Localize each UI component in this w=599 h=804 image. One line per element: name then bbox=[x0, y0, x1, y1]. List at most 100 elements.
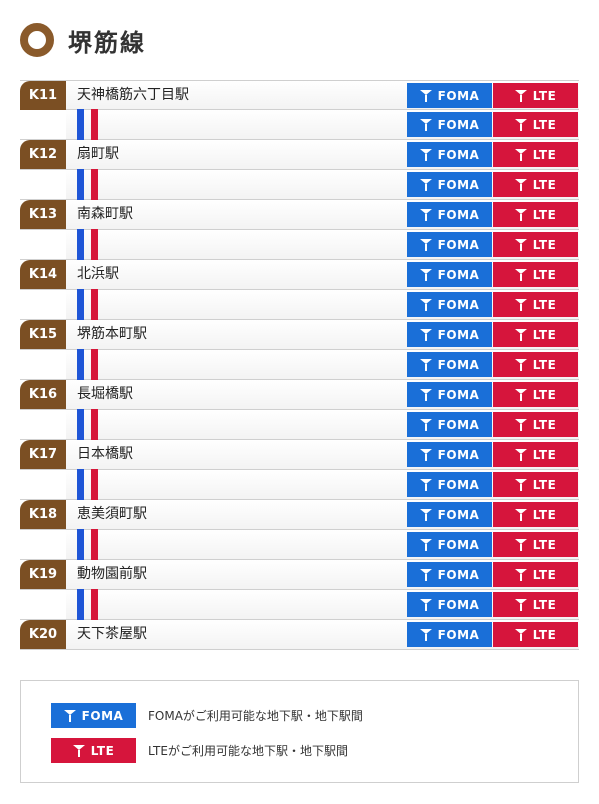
antenna-icon bbox=[514, 238, 527, 251]
foma-rail bbox=[77, 169, 84, 200]
foma-rail bbox=[77, 589, 84, 620]
lte-rail bbox=[91, 349, 98, 380]
lte-badge: LTE bbox=[493, 292, 578, 317]
antenna-icon bbox=[419, 178, 432, 191]
badge-label: LTE bbox=[532, 117, 557, 132]
lte-badge: LTE bbox=[493, 202, 578, 227]
foma-badge: FOMA bbox=[51, 703, 136, 728]
foma-badge: FOMA bbox=[407, 322, 492, 347]
antenna-icon bbox=[419, 208, 432, 221]
badge-label: FOMA bbox=[437, 477, 480, 492]
badge-label: LTE bbox=[90, 743, 115, 758]
foma-badge: FOMA bbox=[407, 83, 492, 108]
badge-label: FOMA bbox=[437, 507, 480, 522]
station-code: K19 bbox=[20, 560, 66, 589]
lte-badge: LTE bbox=[493, 382, 578, 407]
line-title: 堺筋線 bbox=[68, 28, 146, 57]
antenna-icon bbox=[514, 538, 527, 551]
badge-label: LTE bbox=[532, 327, 557, 342]
station-code: K13 bbox=[20, 200, 66, 229]
lte-rail bbox=[91, 169, 98, 200]
antenna-icon bbox=[419, 268, 432, 281]
badge-label: FOMA bbox=[437, 447, 480, 462]
badge-label: LTE bbox=[532, 237, 557, 252]
badge-label: FOMA bbox=[81, 708, 124, 723]
segment-row: FOMA LTE bbox=[20, 169, 579, 200]
lte-rail bbox=[91, 589, 98, 620]
badge-label: LTE bbox=[532, 147, 557, 162]
foma-badge: FOMA bbox=[407, 592, 492, 617]
foma-rail bbox=[77, 529, 84, 560]
station-code: K16 bbox=[20, 380, 66, 409]
lte-badge: LTE bbox=[493, 83, 578, 108]
lte-badge: LTE bbox=[493, 532, 578, 557]
station-name: 長堀橋駅 bbox=[77, 386, 133, 402]
antenna-icon bbox=[419, 478, 432, 491]
station-code: K17 bbox=[20, 440, 66, 469]
segment-row: FOMA LTE bbox=[20, 349, 579, 380]
antenna-icon bbox=[419, 298, 432, 311]
badge-label: FOMA bbox=[437, 147, 480, 162]
foma-rail bbox=[77, 229, 84, 260]
legend-foma-text: FOMAがご利用可能な地下駅・地下駅間 bbox=[148, 709, 363, 723]
lte-badge: LTE bbox=[493, 322, 578, 347]
antenna-icon bbox=[514, 508, 527, 521]
antenna-icon bbox=[514, 388, 527, 401]
badge-label: LTE bbox=[532, 627, 557, 642]
station-row: K12 扇町駅 FOMA LTE bbox=[20, 140, 579, 170]
badge-label: LTE bbox=[532, 267, 557, 282]
station-name: 北浜駅 bbox=[77, 266, 119, 282]
badge-label: FOMA bbox=[437, 207, 480, 222]
station-code: K12 bbox=[20, 140, 66, 169]
foma-rail bbox=[77, 349, 84, 380]
badge-label: LTE bbox=[532, 357, 557, 372]
station-name: 天神橋筋六丁目駅 bbox=[77, 87, 189, 103]
station-code: K18 bbox=[20, 500, 66, 529]
antenna-icon bbox=[514, 178, 527, 191]
badge-label: FOMA bbox=[437, 267, 480, 282]
antenna-icon bbox=[419, 118, 432, 131]
station-row: K19 動物園前駅 FOMA LTE bbox=[20, 560, 579, 590]
lte-badge: LTE bbox=[493, 592, 578, 617]
badge-label: LTE bbox=[532, 537, 557, 552]
badge-label: LTE bbox=[532, 387, 557, 402]
lte-badge: LTE bbox=[493, 562, 578, 587]
legend-foma: FOMA FOMAがご利用可能な地下駅・地下駅間 bbox=[51, 703, 363, 728]
badge-label: LTE bbox=[532, 417, 557, 432]
station-row: K17 日本橋駅 FOMA LTE bbox=[20, 440, 579, 470]
lte-badge: LTE bbox=[493, 502, 578, 527]
antenna-icon bbox=[514, 298, 527, 311]
station-code: K14 bbox=[20, 260, 66, 289]
antenna-icon bbox=[514, 478, 527, 491]
lte-badge: LTE bbox=[493, 352, 578, 377]
segment-row: FOMA LTE bbox=[20, 469, 579, 500]
antenna-icon bbox=[514, 598, 527, 611]
badge-label: FOMA bbox=[437, 627, 480, 642]
badge-label: FOMA bbox=[437, 327, 480, 342]
antenna-icon bbox=[514, 208, 527, 221]
station-name: 動物園前駅 bbox=[77, 566, 147, 582]
lte-badge: LTE bbox=[51, 738, 136, 763]
lte-badge: LTE bbox=[493, 412, 578, 437]
antenna-icon bbox=[419, 358, 432, 371]
badge-label: FOMA bbox=[437, 357, 480, 372]
antenna-icon bbox=[514, 148, 527, 161]
station-row: K15 堺筋本町駅 FOMA LTE bbox=[20, 320, 579, 350]
badge-label: LTE bbox=[532, 297, 557, 312]
antenna-icon bbox=[514, 328, 527, 341]
badge-label: FOMA bbox=[437, 117, 480, 132]
badge-label: FOMA bbox=[437, 237, 480, 252]
station-row: K13 南森町駅 FOMA LTE bbox=[20, 200, 579, 230]
lte-rail bbox=[91, 409, 98, 440]
antenna-icon bbox=[419, 148, 432, 161]
badge-label: FOMA bbox=[437, 597, 480, 612]
antenna-icon bbox=[419, 328, 432, 341]
station-name: 扇町駅 bbox=[77, 146, 119, 162]
antenna-icon bbox=[514, 628, 527, 641]
antenna-icon bbox=[419, 238, 432, 251]
foma-badge: FOMA bbox=[407, 442, 492, 467]
station-name: 堺筋本町駅 bbox=[77, 326, 147, 342]
station-row: K16 長堀橋駅 FOMA LTE bbox=[20, 380, 579, 410]
foma-rail bbox=[77, 289, 84, 320]
legend-lte: LTE LTEがご利用可能な地下駅・地下駅間 bbox=[51, 738, 348, 763]
